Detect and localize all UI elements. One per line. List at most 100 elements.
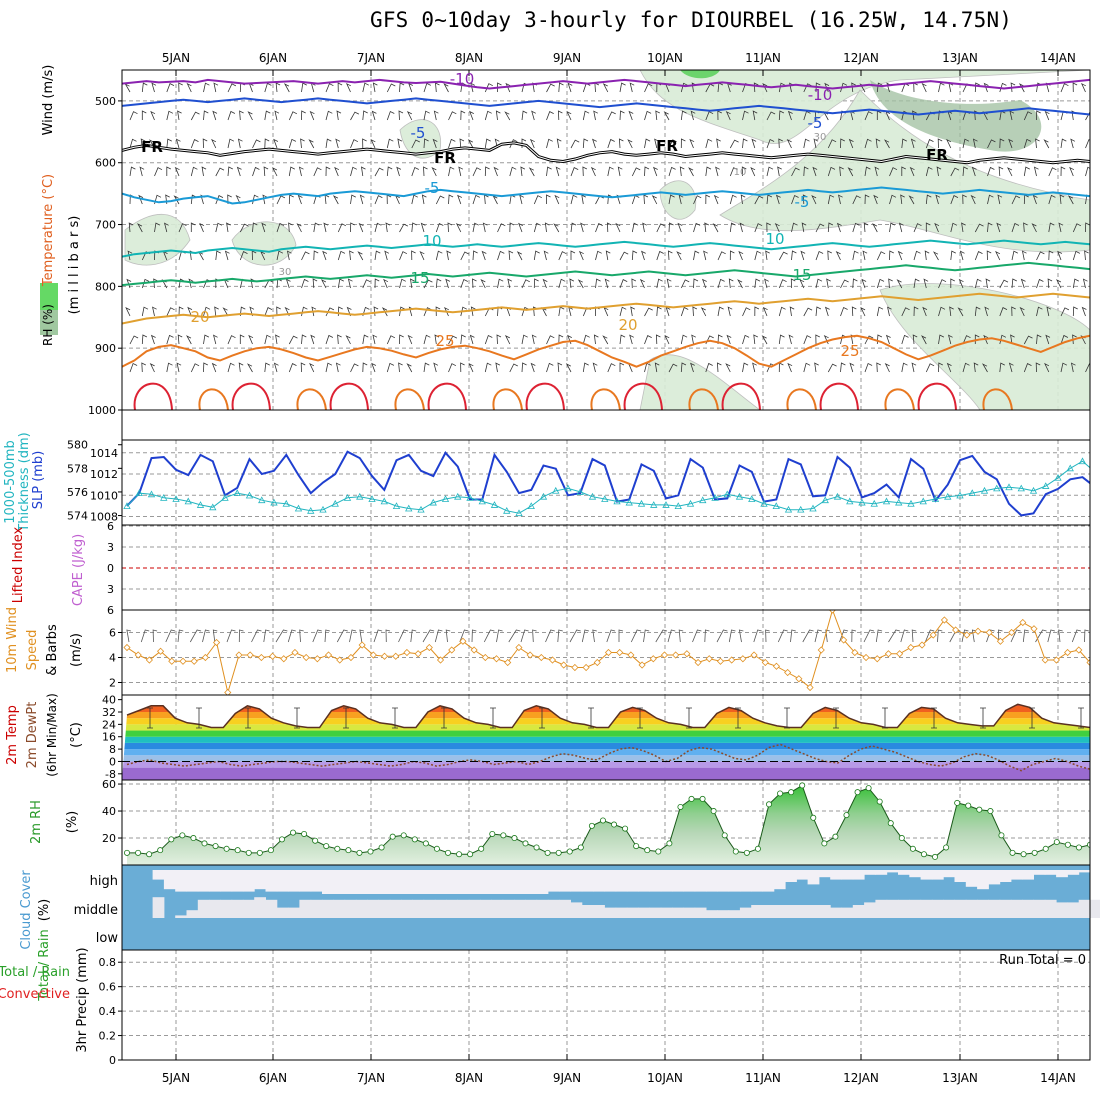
- wind-barb: [962, 362, 970, 373]
- wind-barb: [582, 82, 591, 93]
- isotherm-25-loop: [394, 388, 425, 410]
- wind-axis-label: Wind (m/s): [41, 65, 56, 136]
- surface-wind-barb: [1084, 629, 1089, 643]
- wind-barb: [1072, 82, 1078, 93]
- wind-barb: [448, 363, 457, 373]
- wind-barb: [468, 362, 474, 373]
- cloud-middle-gap: [1044, 899, 1057, 918]
- wind-barb: [863, 222, 869, 233]
- wind-barb: [946, 138, 952, 149]
- wind-barb: [138, 194, 144, 205]
- wind-barb: [546, 83, 555, 93]
- wind-barb: [1082, 278, 1088, 289]
- rh-shading-bright: [680, 70, 720, 79]
- wind-speed-point: [504, 658, 512, 667]
- wind-barb: [288, 138, 297, 149]
- cloud-middle-gap: [638, 907, 650, 918]
- rh2m-point: [1020, 851, 1027, 858]
- y-tick-label: 20: [102, 832, 116, 845]
- wind-barb: [997, 194, 1003, 205]
- wind-barb: [154, 167, 163, 177]
- surface-wind-barb: [1071, 629, 1081, 643]
- isotherm-30-line: [525, 382, 565, 410]
- wind-barb: [246, 363, 253, 373]
- wind-barb: [296, 223, 302, 233]
- wind-speed-point: [492, 655, 501, 663]
- wind-barb: [778, 306, 786, 317]
- wind-barb: [631, 278, 637, 289]
- wind-barb: [558, 251, 567, 261]
- wind-barb: [203, 82, 210, 93]
- y-tick-label: 60: [102, 778, 116, 791]
- wind-barb: [644, 335, 652, 345]
- wind-barb: [839, 166, 844, 177]
- wind-barb: [852, 195, 861, 205]
- wind-barb: [938, 279, 947, 289]
- temp-band: [122, 742, 1090, 750]
- cloud-high-gap: [288, 870, 300, 892]
- y-tick-label: 0: [109, 755, 116, 768]
- thickness-point: [356, 492, 364, 500]
- wind10m-data: [123, 610, 1090, 695]
- wind-barb: [276, 222, 285, 233]
- wind-barb: [827, 363, 837, 373]
- contour-label: FR: [141, 138, 163, 156]
- wind-barb: [987, 194, 994, 205]
- wind-speed-point: [403, 648, 411, 657]
- wind-barb: [751, 138, 757, 149]
- wind-barb: [386, 194, 392, 205]
- cloud-middle-gap: [604, 907, 617, 918]
- rh2m-point: [743, 849, 750, 856]
- cloud-middle-gap: [1090, 899, 1100, 918]
- cloud-high-gap: [773, 870, 786, 890]
- isotherm-25-loop: [688, 388, 719, 410]
- wind-barb: [803, 138, 810, 149]
- wind-barb: [300, 362, 306, 373]
- wind-barb: [481, 250, 487, 261]
- contour-label: 30: [814, 132, 827, 143]
- cloud-high-gap: [638, 870, 650, 892]
- wind-barb: [1036, 251, 1045, 261]
- wind-barb: [492, 195, 498, 205]
- rh2m-point: [345, 847, 352, 854]
- wind-barb: [901, 138, 907, 149]
- wind-barb: [166, 307, 175, 317]
- rh2m-axis-label: 2m RH: [29, 800, 44, 844]
- wind-barb: [889, 167, 898, 177]
- wind-barb: [1085, 222, 1090, 233]
- rh2m-point: [245, 849, 252, 856]
- cloud-middle-gap: [547, 899, 560, 918]
- surface-wind-barb: [373, 629, 383, 643]
- thickness-point: [1078, 457, 1087, 465]
- wind-barb: [1023, 166, 1030, 177]
- wind-barb: [619, 334, 626, 345]
- wind-barb: [411, 166, 419, 177]
- wind-barb: [301, 334, 307, 345]
- wind-barb: [1020, 278, 1026, 289]
- wind-barb: [1008, 362, 1014, 373]
- wind-barb: [467, 139, 474, 149]
- cloud-high-gap: [977, 870, 989, 890]
- wind-barb: [827, 194, 835, 205]
- wind-barb: [593, 110, 598, 121]
- wind-barb: [754, 250, 762, 261]
- wind-barb: [264, 82, 272, 93]
- wind-barb: [141, 334, 148, 345]
- wind-barb: [627, 139, 633, 149]
- wind-barb: [301, 82, 307, 93]
- wind-barb: [443, 306, 449, 317]
- wind-barb: [607, 111, 616, 121]
- thickness-point: [699, 496, 707, 504]
- surface-wind-barb: [202, 629, 210, 643]
- wind-barb: [897, 250, 903, 261]
- wind-barb: [173, 195, 180, 205]
- wind-barb: [505, 82, 511, 93]
- thickness-point: [576, 488, 584, 495]
- wind-barb: [1008, 138, 1014, 149]
- wind-barb: [350, 139, 359, 149]
- wind-barb: [815, 306, 822, 317]
- wind-speed-point: [246, 651, 254, 659]
- rh-shading: [124, 213, 191, 266]
- wind-barb: [252, 139, 261, 149]
